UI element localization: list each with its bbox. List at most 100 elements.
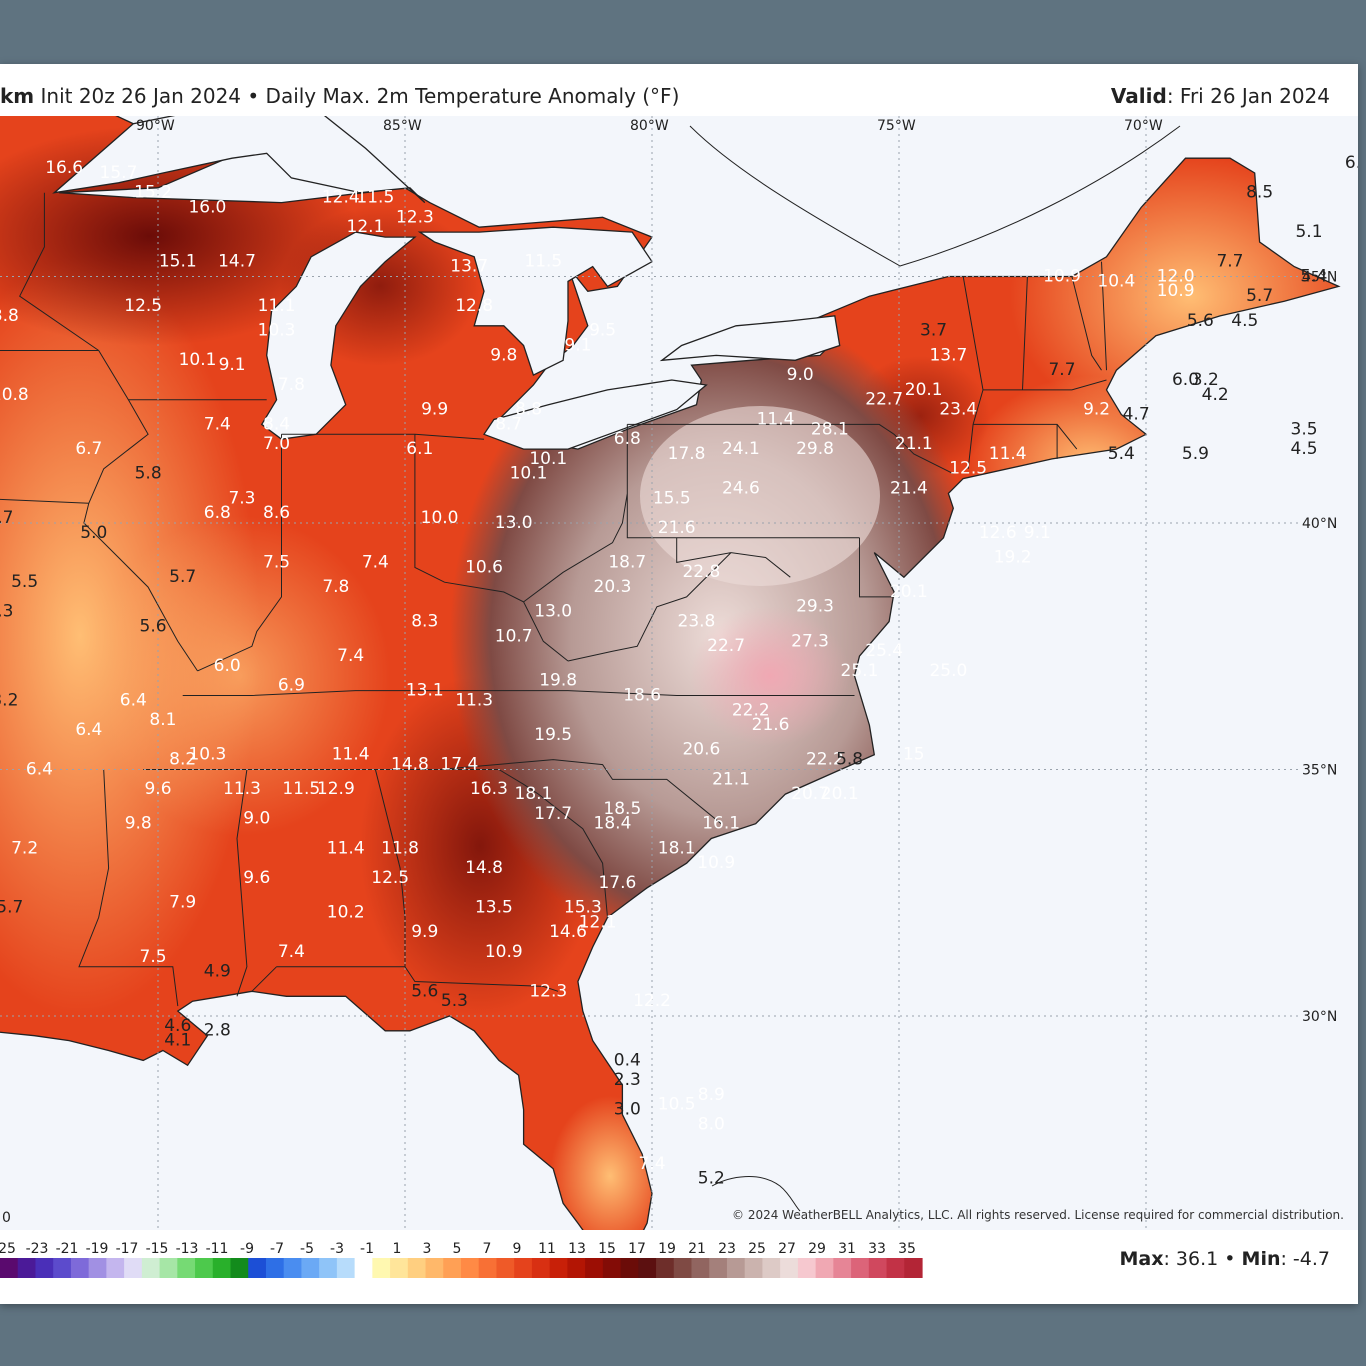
anomaly-value-label: 9.0 (787, 365, 814, 385)
legend-swatch (833, 1258, 852, 1278)
legend-swatch (212, 1258, 232, 1278)
anomaly-value-label: 22.7 (707, 636, 745, 656)
anomaly-value-label: 10.9 (697, 853, 735, 873)
longitude-tick: 90°W (136, 118, 175, 134)
anomaly-value-label: 16.1 (702, 814, 740, 834)
latitude-tick: 30°N (1302, 1009, 1337, 1025)
anomaly-value-label: 7.3 (228, 488, 255, 508)
legend-tick: 7 (483, 1241, 492, 1257)
legend-swatch (443, 1258, 462, 1278)
legend-swatch (780, 1258, 799, 1278)
anomaly-value-label: 11.3 (223, 779, 261, 799)
anomaly-value-label: 5.3 (441, 991, 468, 1011)
legend-swatch (407, 1258, 427, 1278)
anomaly-value-label: 7.5 (263, 552, 290, 572)
anomaly-value-label: 24.6 (722, 478, 760, 498)
legend-swatch (567, 1258, 586, 1278)
anomaly-value-label: 9.8 (490, 345, 517, 365)
legend-swatch (390, 1258, 409, 1278)
color-legend (0, 1258, 923, 1278)
legend-swatch (301, 1258, 320, 1278)
anomaly-value-label: 10.1 (179, 350, 217, 370)
legend-swatch (549, 1258, 568, 1278)
min-value: : -4.7 (1280, 1248, 1330, 1270)
anomaly-value-label: 12.3 (529, 981, 567, 1001)
legend-tick: -15 (146, 1241, 169, 1257)
legend-tick: 17 (628, 1241, 646, 1257)
anomaly-value-label: 13.7 (450, 257, 488, 277)
legend-tick: 31 (838, 1241, 856, 1257)
anomaly-value-label: 12.5 (371, 868, 409, 888)
legend-swatch (886, 1258, 905, 1278)
latitude-tick: 35°N (1302, 763, 1337, 779)
anomaly-value-label: 5.7 (0, 897, 23, 917)
anomaly-value-label: 25.4 (865, 641, 903, 661)
anomaly-value-label: 11.4 (327, 838, 365, 858)
anomaly-value-label: 18.4 (594, 814, 632, 834)
anomaly-value-label: 9.0 (243, 809, 270, 829)
anomaly-value-label: 8.0 (698, 1114, 725, 1134)
legend-swatch (265, 1258, 285, 1278)
anomaly-value-label: 17.4 (440, 755, 478, 775)
legend-tick: 25 (0, 1241, 16, 1257)
anomaly-value-label: 8.7 (495, 414, 522, 434)
anomaly-value-label: 8.4 (263, 414, 290, 434)
anomaly-value-label: 10.9 (1043, 266, 1081, 286)
legend-tick: -19 (86, 1241, 109, 1257)
anomaly-value-label: 3.7 (920, 321, 947, 341)
separator: • (1218, 1248, 1242, 1270)
legend-tick: -13 (176, 1241, 199, 1257)
anomaly-value-label: 10.9 (1157, 281, 1195, 301)
legend-swatch (620, 1258, 639, 1278)
anomaly-value-label: 4.7 (1123, 404, 1150, 424)
legend-tick: 19 (658, 1241, 676, 1257)
anomaly-value-label: 3.2 (1192, 370, 1219, 390)
anomaly-value-label: 10.1 (529, 449, 567, 469)
anomaly-value-label: 6.1 (406, 439, 433, 459)
anomaly-value-label: 7.8 (278, 375, 305, 395)
anomaly-value-label: 10.3 (258, 321, 296, 341)
anomaly-value-label: 9.9 (411, 922, 438, 942)
latitude-tick: 45°N (1302, 270, 1337, 286)
legend-tick: 5 (453, 1241, 462, 1257)
legend-tick: -23 (26, 1241, 49, 1257)
anomaly-value-label: 11.3 (455, 690, 493, 710)
anomaly-value-label: 28.1 (811, 419, 849, 439)
legend-swatch (35, 1258, 54, 1278)
anomaly-value-label: 15.5 (653, 488, 691, 508)
anomaly-value-label: 4.5 (1291, 439, 1318, 459)
anomaly-value-label: 10.9 (485, 942, 523, 962)
anomaly-value-label: 10.8 (0, 385, 29, 405)
anomaly-value-label: 25.1 (841, 661, 879, 681)
anomaly-value-label: 6.9 (278, 676, 305, 696)
anomaly-value-label: 20.1 (905, 380, 943, 400)
legend-swatch (744, 1258, 764, 1278)
anomaly-value-label: 12.2 (633, 991, 671, 1011)
legend-tick: -11 (206, 1241, 229, 1257)
legend-swatch (585, 1258, 604, 1278)
legend-tick: 21 (688, 1241, 706, 1257)
anomaly-value-label: 12.1 (347, 217, 385, 237)
anomaly-value-label: 7.0 (263, 434, 290, 454)
anomaly-value-label: 9.5 (589, 321, 616, 341)
legend-swatch (53, 1258, 72, 1278)
anomaly-value-label: 13.7 (929, 345, 967, 365)
anomaly-value-label: 20.3 (594, 577, 632, 597)
anomaly-value-label: 13.1 (406, 681, 444, 701)
anomaly-value-label: 7.7 (1048, 360, 1075, 380)
anomaly-value-label: 10.5 (658, 1095, 696, 1115)
legend-tick: 11 (538, 1241, 556, 1257)
legend-swatch (904, 1258, 923, 1278)
anomaly-value-label: 13.0 (534, 602, 572, 622)
longitude-tick: 70°W (1124, 118, 1163, 134)
anomaly-value-label: 21.6 (752, 715, 790, 735)
legend-swatch (354, 1258, 373, 1278)
anomaly-value-label: 13.0 (495, 513, 533, 533)
anomaly-value-label: 6.8 (1345, 153, 1358, 173)
min-label: Min (1241, 1248, 1281, 1270)
anomaly-value-label: 7.4 (638, 1154, 665, 1174)
anomaly-value-label: 11.8 (381, 838, 419, 858)
anomaly-value-label: 0.4 (614, 1050, 641, 1070)
legend-swatch (88, 1258, 107, 1278)
legend-swatch (691, 1258, 710, 1278)
